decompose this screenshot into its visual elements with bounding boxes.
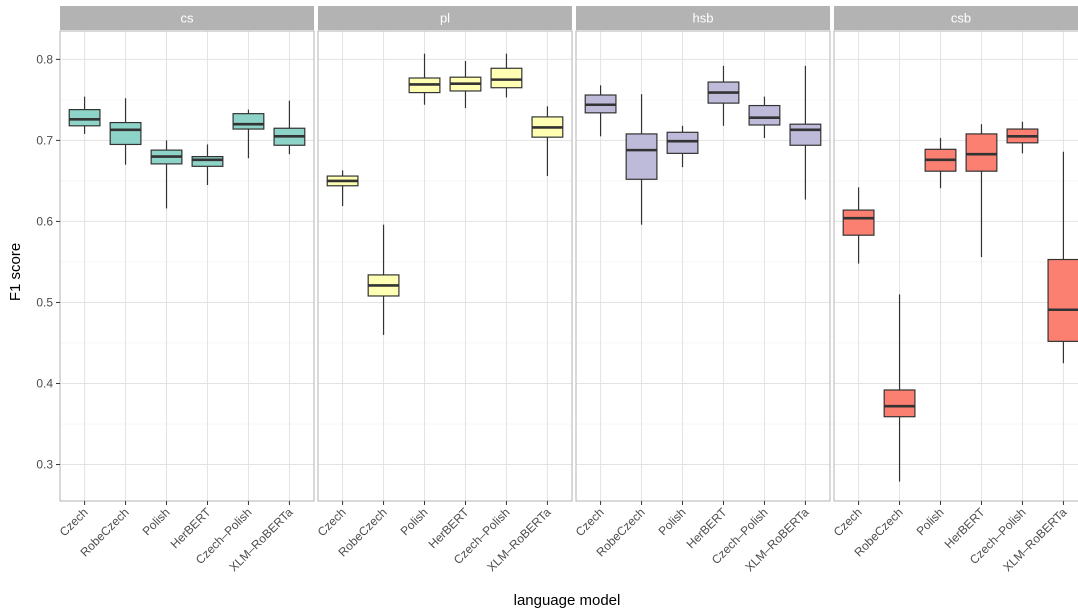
panel-strip bbox=[834, 6, 1078, 30]
box-pl-2 bbox=[408, 53, 441, 105]
box-iqr bbox=[1047, 258, 1078, 342]
box-hsb-1 bbox=[625, 94, 658, 225]
box-pl-1 bbox=[367, 224, 400, 335]
box-hsb-4 bbox=[748, 96, 781, 138]
panel-border bbox=[317, 30, 573, 502]
panel-strip-label: cs bbox=[181, 11, 195, 26]
x-tick-label: Polish bbox=[398, 505, 431, 538]
box-pl-5 bbox=[531, 106, 564, 177]
y-tick-label: 0.6 bbox=[36, 214, 53, 228]
panel-background bbox=[60, 31, 314, 501]
box-cs-3 bbox=[191, 144, 224, 185]
box-iqr bbox=[68, 109, 101, 127]
panel-border bbox=[575, 30, 831, 502]
box-iqr bbox=[666, 131, 699, 154]
x-axis-title: language model bbox=[514, 592, 621, 609]
box-cs-0 bbox=[68, 96, 101, 134]
box-hsb-3 bbox=[707, 65, 740, 126]
y-axis-title: F1 score bbox=[7, 243, 24, 301]
box-iqr bbox=[191, 156, 224, 167]
box-iqr bbox=[842, 209, 875, 236]
box-csb-5 bbox=[1047, 151, 1078, 364]
box-hsb-2 bbox=[666, 125, 699, 168]
panel-strip-label: pl bbox=[440, 11, 450, 26]
box-csb-4 bbox=[1006, 121, 1039, 154]
box-iqr bbox=[232, 113, 265, 130]
y-axis: 0.3 0.4 0.5 0.6 0.7 0.8 bbox=[36, 52, 60, 472]
box-iqr bbox=[883, 389, 916, 418]
box-csb-3 bbox=[965, 124, 998, 258]
box-csb-1 bbox=[883, 294, 916, 482]
panel-strip-label: csb bbox=[951, 11, 971, 26]
panel-background bbox=[318, 31, 572, 501]
box-iqr bbox=[109, 121, 142, 146]
box-cs-1 bbox=[109, 98, 142, 165]
box-iqr bbox=[789, 123, 822, 146]
box-iqr bbox=[965, 133, 998, 172]
y-tick-label: 0.3 bbox=[36, 458, 53, 472]
box-pl-0 bbox=[326, 170, 359, 207]
panel-strip-label: hsb bbox=[693, 11, 714, 26]
box-iqr bbox=[625, 133, 658, 180]
box-pl-3 bbox=[449, 60, 482, 108]
box-cs-5 bbox=[273, 100, 306, 155]
box-pl-4 bbox=[490, 53, 523, 98]
x-tick-label: Polish bbox=[656, 505, 689, 538]
x-tick-label: Czech bbox=[315, 505, 349, 539]
box-hsb-5 bbox=[789, 65, 822, 200]
panel-strip bbox=[60, 6, 314, 30]
box-cs-2 bbox=[150, 140, 183, 209]
box-iqr bbox=[748, 104, 781, 126]
y-tick-label: 0.7 bbox=[36, 133, 53, 147]
panel-border bbox=[59, 30, 315, 502]
panel-strip bbox=[576, 6, 830, 30]
box-iqr bbox=[490, 67, 523, 89]
panel-background bbox=[576, 31, 830, 501]
x-tick-label: Polish bbox=[140, 505, 173, 538]
box-cs-4 bbox=[232, 109, 265, 159]
x-tick-label: Czech bbox=[573, 505, 607, 539]
box-hsb-0 bbox=[584, 85, 617, 137]
x-tick-label: Czech bbox=[57, 505, 91, 539]
panel-strip bbox=[318, 6, 572, 30]
panel-border bbox=[833, 30, 1078, 502]
panel-background bbox=[834, 31, 1078, 501]
box-csb-0 bbox=[842, 187, 875, 264]
x-tick-label: Polish bbox=[914, 505, 947, 538]
y-tick-label: 0.5 bbox=[36, 295, 53, 309]
y-tick-label: 0.8 bbox=[36, 52, 53, 66]
x-tick-label: Czech bbox=[831, 505, 865, 539]
box-csb-2 bbox=[924, 137, 957, 189]
y-tick-label: 0.4 bbox=[36, 377, 53, 391]
